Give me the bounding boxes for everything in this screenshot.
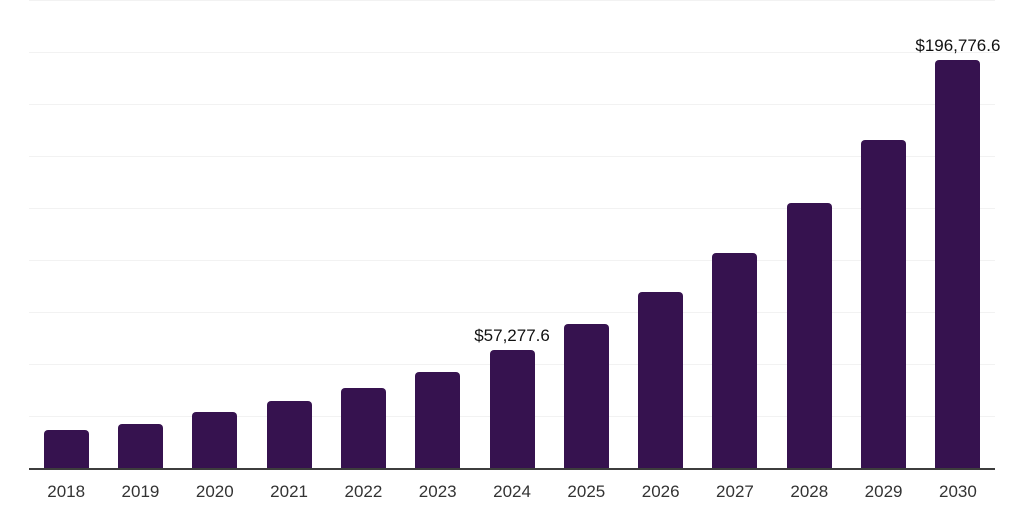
x-tick-2021: 2021 <box>270 482 308 501</box>
bar-2022 <box>340 388 386 469</box>
gridline-100000 <box>29 260 995 261</box>
bar-slot-2019 <box>103 1 177 469</box>
bar-2028 <box>786 203 832 469</box>
bar-2029 <box>861 139 907 469</box>
plot-area: $57,277.6 $196,776.6 <box>29 0 1000 470</box>
x-axis-tick-labels: 2018 2019 2020 2021 2022 2023 2024 2025 2026 2027… <box>29 478 995 506</box>
x-axis-line <box>29 468 995 470</box>
bar-2019 <box>117 424 163 469</box>
gridline-125000 <box>29 208 995 209</box>
x-tick-2027: 2027 <box>716 482 754 501</box>
x-tick-2024: 2024 <box>493 482 531 501</box>
bar-2026 <box>638 292 684 469</box>
bar-slot-2022 <box>326 1 400 469</box>
bar-slot-2029 <box>846 1 920 469</box>
bar-slot-2025 <box>549 1 623 469</box>
gridline-150000 <box>29 156 995 157</box>
bar-2018 <box>43 429 89 469</box>
x-tick-2030: 2030 <box>938 482 977 501</box>
x-tick-2018: 2018 <box>47 482 86 501</box>
bar-slot-2020 <box>178 1 252 469</box>
bar-slot-2027 <box>698 1 772 469</box>
bar-2027 <box>712 253 758 469</box>
gridline-175000 <box>29 104 995 105</box>
bar-2023 <box>415 371 461 469</box>
bar-2020 <box>192 412 238 469</box>
data-label-2030: $196,776.6 <box>915 35 1001 55</box>
gridline-225000 <box>29 0 995 1</box>
gridline-200000 <box>29 52 995 53</box>
x-tick-2023: 2023 <box>418 482 457 501</box>
bar-2030 <box>935 59 981 469</box>
x-tick-2028: 2028 <box>790 482 829 501</box>
bar-slot-2018 <box>29 1 103 469</box>
bar-slot-2030: $196,776.6 <box>915 1 1000 469</box>
bar-2025 <box>563 324 609 469</box>
bar-slot-2026 <box>624 1 698 469</box>
bar-2024 <box>489 349 535 469</box>
bar-slot-2024: $57,277.6 <box>474 1 550 469</box>
bar-2021 <box>266 401 312 469</box>
data-label-2024: $57,277.6 <box>474 325 550 345</box>
bar-slot-2021 <box>252 1 326 469</box>
bar-slot-2023 <box>401 1 475 469</box>
x-tick-2020: 2020 <box>195 482 234 501</box>
x-tick-2019: 2019 <box>121 482 160 501</box>
bar-slot-2028 <box>772 1 846 469</box>
x-tick-2025: 2025 <box>567 482 606 501</box>
x-tick-2029: 2029 <box>864 482 903 501</box>
bars-layer: $57,277.6 $196,776.6 <box>29 1 1000 469</box>
gridline-75000 <box>29 312 995 313</box>
x-tick-2022: 2022 <box>344 482 383 501</box>
x-tick-2026: 2026 <box>641 482 680 501</box>
